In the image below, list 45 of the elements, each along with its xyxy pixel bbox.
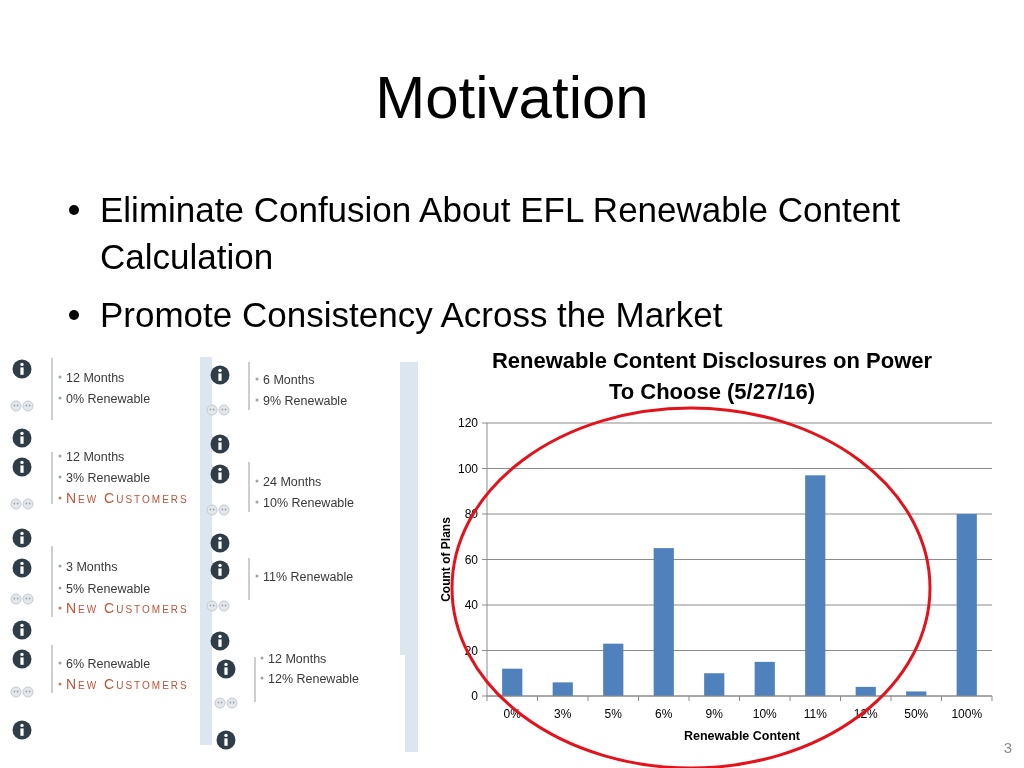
text: 6% Renewable [66, 656, 151, 671]
text: 0% Renewable [66, 391, 151, 406]
text: 24 Months [263, 474, 322, 489]
y-tick-label: 40 [464, 598, 479, 613]
text: 12 Months [66, 370, 125, 385]
text: New Customers [66, 599, 189, 616]
y-tick-label: 0 [471, 689, 479, 704]
text: 5% Renewable [66, 581, 151, 596]
text: 3 Months [66, 559, 118, 574]
x-tick-label: 50% [904, 707, 929, 721]
x-tick-label: 10% [752, 707, 778, 721]
text: 12 Months [66, 449, 125, 464]
bar [653, 548, 674, 696]
text: 12% Renewable [268, 671, 360, 686]
text: 10% Renewable [263, 495, 355, 510]
text: Promote Consistency Across the Market [100, 295, 723, 334]
text: 3 [1003, 739, 1013, 756]
y-tick-label: 100 [457, 461, 479, 476]
text: 6 Months [263, 372, 315, 387]
x-tick-label: 5% [604, 707, 623, 721]
text: 11% Renewable [263, 569, 354, 584]
bar [956, 514, 977, 696]
bar [704, 673, 725, 696]
text: New Customers [66, 489, 189, 506]
bar [502, 668, 523, 696]
bar [805, 475, 826, 696]
text: 12 Months [268, 651, 327, 666]
x-axis-title: Renewable Content [684, 729, 801, 743]
x-tick-label: 100% [951, 707, 983, 721]
x-tick-label: 3% [554, 707, 572, 721]
bar [603, 643, 624, 696]
y-axis-title: Count of Plans [439, 516, 453, 602]
chart-title: Renewable Content Disclosures on Power To Choose (5/27/16) [491, 348, 933, 404]
text: New Customers [66, 675, 189, 692]
y-tick-label: 120 [457, 416, 479, 431]
x-tick-label: 6% [655, 707, 673, 721]
text: 3% Renewable [66, 470, 151, 485]
text: 9% Renewable [263, 393, 348, 408]
x-tick-label: 9% [705, 707, 724, 721]
bar [552, 682, 573, 696]
x-tick-label: 11% [803, 707, 828, 721]
bar [754, 661, 775, 696]
text: Motivation [375, 64, 649, 131]
y-tick-label: 60 [464, 552, 479, 567]
text: Eliminate Confusion About EFL Renewable Content Calculation [100, 190, 901, 276]
